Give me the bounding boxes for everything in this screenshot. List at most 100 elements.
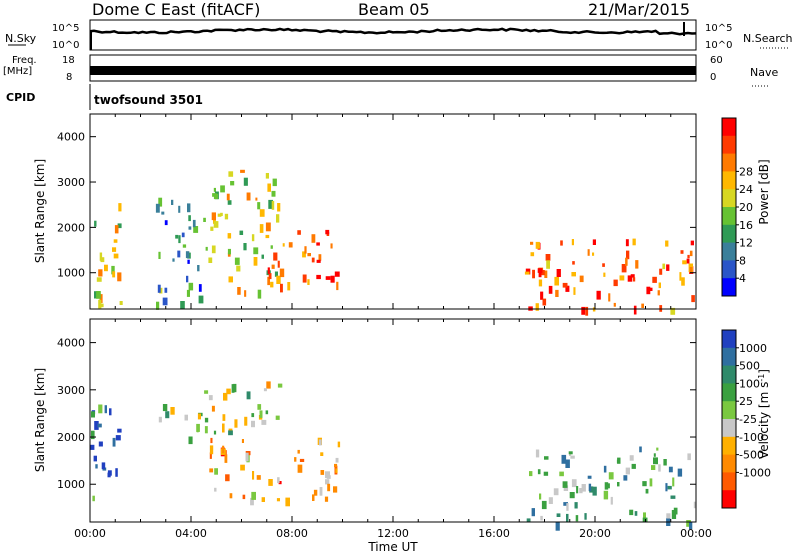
scatter-cell — [113, 239, 118, 243]
scatter-cell — [112, 437, 116, 447]
scatter-cell — [158, 197, 163, 207]
scatter-cell — [227, 248, 231, 255]
scatter-cell — [316, 274, 321, 280]
scatter-cell — [91, 411, 95, 418]
scatter-cell — [158, 416, 162, 423]
scatter-cell — [279, 268, 285, 278]
scatter-cell — [239, 230, 244, 235]
scatter-cell — [196, 423, 200, 432]
scatter-cell — [165, 411, 170, 419]
nsky-label: N.Sky — [5, 32, 37, 45]
scatter-cell — [294, 457, 297, 462]
scatter-cell — [690, 240, 694, 246]
colorbar-segment — [722, 135, 736, 155]
scatter-cell — [304, 246, 307, 254]
scatter-cell — [680, 250, 684, 254]
colorbar-tick-label: -25 — [739, 413, 757, 426]
y-tick-label: 2000 — [57, 431, 85, 444]
scatter-cell — [159, 287, 163, 294]
scatter-cell — [245, 452, 249, 462]
scatter-cell — [158, 251, 161, 259]
scatter-cell — [186, 289, 190, 297]
scatter-cell — [625, 467, 630, 475]
scatter-cell — [209, 445, 214, 455]
scatter-cell — [643, 512, 646, 519]
scatter-cell — [629, 509, 634, 516]
colorbar-segment — [722, 472, 736, 491]
colorbar-tick-label: 8 — [739, 254, 746, 267]
colorbar-segment — [722, 490, 736, 509]
scatter-cell — [117, 272, 122, 282]
colorbar-segment — [722, 260, 736, 279]
colorbar-tick-label: 24 — [739, 183, 753, 196]
scatter-cell — [307, 253, 311, 257]
freq-label: Freq. — [12, 55, 37, 66]
scatter-cell — [253, 257, 258, 266]
scatter-cell — [646, 286, 651, 295]
scatter-cell — [535, 241, 540, 249]
station-title: Dome C East (fitACF) — [92, 0, 260, 19]
scatter-cell — [95, 464, 98, 469]
scatter-cell — [268, 199, 273, 209]
scatter-cell — [205, 246, 208, 251]
scatter-cell — [556, 513, 561, 517]
scatter-cell — [565, 459, 570, 468]
scatter-cell — [226, 388, 231, 395]
scatter-cell — [555, 289, 559, 297]
scatter-cell — [104, 264, 108, 272]
scatter-cell — [610, 496, 613, 505]
scatter-cell — [671, 510, 677, 519]
scatter-cell — [273, 252, 278, 261]
scatter-cell — [119, 301, 123, 305]
scatter-cell — [113, 253, 119, 259]
scatter-cell — [625, 239, 629, 247]
scatter-cell — [118, 203, 122, 212]
scatter-cell — [658, 464, 661, 472]
scatter-cell — [530, 252, 535, 257]
scatter-cell — [629, 455, 634, 461]
scatter-cell — [327, 483, 331, 492]
colorbar-segment — [722, 278, 736, 297]
scatter-cell — [665, 483, 668, 492]
scatter-cell — [155, 203, 160, 213]
scatter-cell — [324, 496, 329, 502]
scatter-cell — [566, 513, 569, 522]
scatter-cell — [562, 481, 568, 488]
scatter-cell — [91, 430, 95, 440]
scatter-cell — [592, 239, 596, 245]
scatter-cell — [266, 381, 271, 389]
scatter-cell — [548, 497, 553, 504]
colorbar-segment — [722, 153, 736, 172]
scatter-cell — [224, 454, 228, 463]
scatter-cell — [562, 282, 568, 288]
x-tick-label: 08:00 — [276, 527, 308, 540]
scatter-cell — [668, 466, 673, 473]
scatter-cell — [277, 260, 280, 268]
scatter-cell — [226, 193, 230, 201]
scatter-cell — [197, 265, 200, 272]
scatter-cell — [617, 482, 620, 487]
scatter-cell — [96, 291, 101, 299]
scatter-cell — [246, 391, 251, 400]
scatter-cell — [222, 423, 225, 433]
scatter-cell — [188, 282, 194, 291]
x-tick-label: 00:00 — [74, 527, 106, 540]
scatter-cell — [535, 449, 540, 458]
nsearch-hi-label: 10^5 — [705, 23, 732, 34]
colorbar-tick-label: 28 — [739, 165, 753, 178]
scatter-cell — [335, 468, 338, 473]
scatter-cell — [330, 275, 335, 283]
scatter-cell — [525, 268, 531, 275]
scatter-cell — [311, 234, 316, 243]
colorbar-segment — [722, 454, 736, 473]
scatter-cell — [613, 279, 618, 287]
scatter-cell — [259, 209, 265, 217]
scatter-cell — [270, 281, 274, 288]
scatter-cell — [570, 455, 575, 459]
scatter-cell — [689, 267, 693, 273]
scatter-cell — [633, 277, 636, 282]
y-tick-label: 1000 — [57, 267, 85, 280]
nave-label: Nave — [750, 66, 778, 79]
y-tick-label: 3000 — [57, 384, 85, 397]
scatter-cell — [689, 521, 693, 530]
